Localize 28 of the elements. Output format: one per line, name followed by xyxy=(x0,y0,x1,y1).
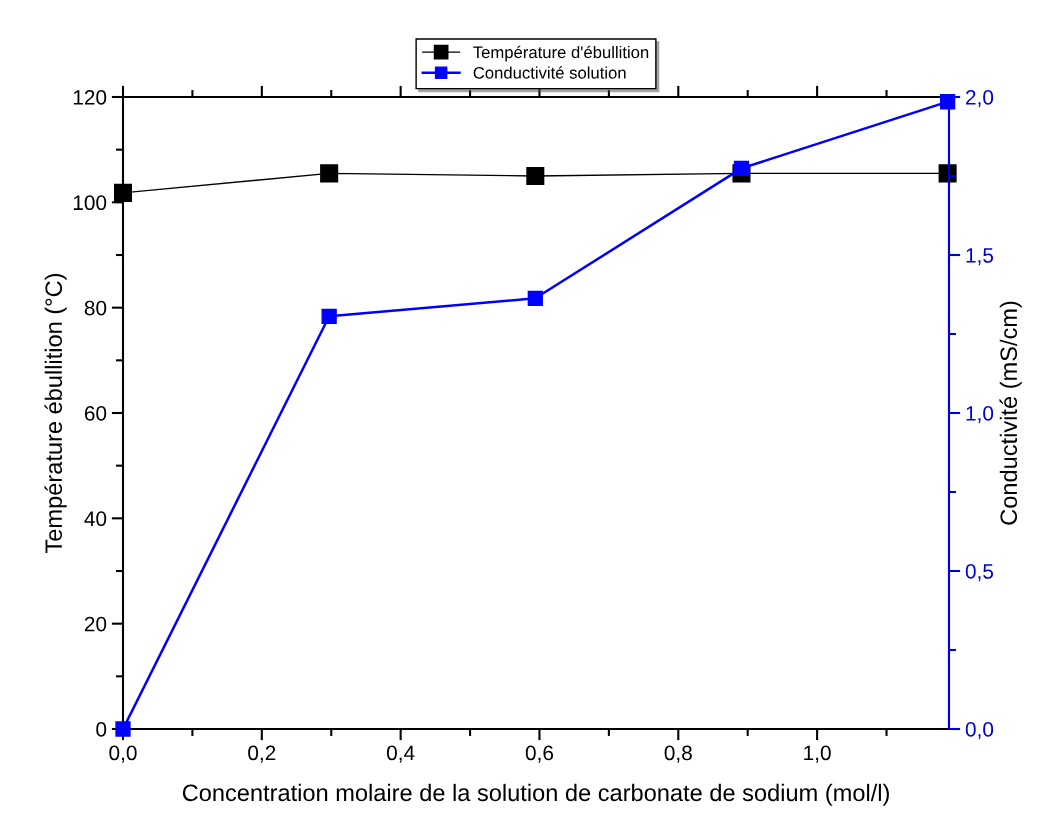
y-tick-label: 60 xyxy=(84,406,107,421)
x-tick-label: 0,0 xyxy=(109,745,137,763)
x-tick-label: 0,6 xyxy=(525,745,554,763)
point xyxy=(321,308,337,324)
x-axis-title: Concentration molaire de la solution de carbonate de sodium (mol/l) xyxy=(182,783,889,806)
x-tick-label: 1,0 xyxy=(804,745,831,763)
y-axis-title: Température ébullition (°C) xyxy=(44,273,67,553)
y2-tick-label: 0,5 xyxy=(965,564,994,582)
x-tick-label: 0,2 xyxy=(248,745,276,763)
y2-tick-label: 1,0 xyxy=(966,406,994,424)
x-tick-label: 0,4 xyxy=(386,745,415,763)
y-tick-label: 80 xyxy=(84,300,107,316)
y-tick-label: 20 xyxy=(84,616,107,632)
y-tick-label: 120 xyxy=(73,90,107,105)
y2-tick-label: 2,0 xyxy=(966,90,994,108)
y2-axis-title: Conductivité (mS/cm) xyxy=(999,301,1022,525)
point xyxy=(733,160,750,177)
x-tick-label: 0,8 xyxy=(664,745,692,763)
y-tick-label: 40 xyxy=(84,511,107,527)
legend-label: Température d'ébullition xyxy=(473,45,649,62)
y-tick-label: 0 xyxy=(96,722,107,737)
y2-tick-label: 1,5 xyxy=(966,248,994,266)
y-tick-label: 100 xyxy=(73,195,107,211)
point xyxy=(527,290,543,306)
point xyxy=(115,721,131,737)
legend-label: Conductivité solution xyxy=(473,66,626,79)
y2-tick-label: 0,0 xyxy=(965,722,994,740)
point xyxy=(939,94,956,110)
